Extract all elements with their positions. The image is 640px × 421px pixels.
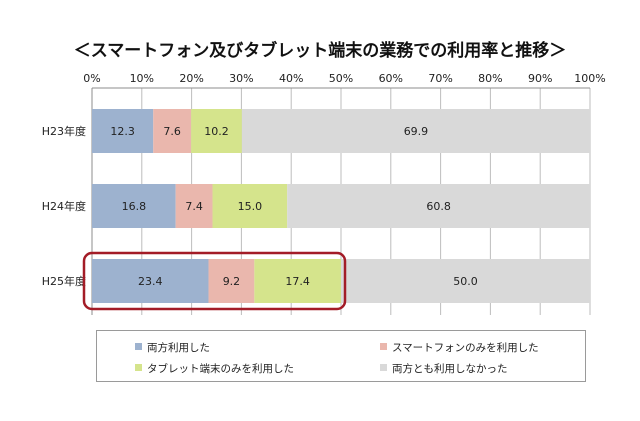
bar-segment <box>175 184 213 228</box>
x-tick-label: 90% <box>528 72 552 85</box>
data-label: 12.3 <box>110 125 135 138</box>
data-label: 60.8 <box>426 200 451 213</box>
legend-item: タブレット端末のみを利用した <box>135 361 294 376</box>
x-tick-label: 0% <box>83 72 100 85</box>
bar-segment <box>191 109 242 153</box>
data-label: 23.4 <box>138 275 163 288</box>
x-tick-label: 30% <box>229 72 253 85</box>
data-label: 16.8 <box>122 200 147 213</box>
legend-swatch <box>380 364 387 371</box>
category-label: H24年度 <box>42 199 86 213</box>
category-label: H25年度 <box>42 274 86 288</box>
data-label: 15.0 <box>238 200 263 213</box>
x-tick-label: 100% <box>574 72 605 85</box>
x-tick-label: 40% <box>279 72 303 85</box>
x-tick-label: 20% <box>179 72 203 85</box>
legend-item: 両方とも利用しなかった <box>380 361 508 376</box>
x-tick-label: 10% <box>130 72 154 85</box>
bar-segment <box>212 184 288 228</box>
data-label: 9.2 <box>223 275 241 288</box>
legend-swatch <box>135 343 142 350</box>
bar-segment <box>254 259 341 303</box>
chart-title: ＜スマートフォン及びタブレット端末の業務での利用率と推移＞ <box>73 41 567 61</box>
data-label: 50.0 <box>453 275 478 288</box>
x-tick-label: 80% <box>478 72 502 85</box>
legend-swatch <box>380 343 387 350</box>
bar-segment <box>287 184 590 228</box>
legend: 両方利用した スマートフォンのみを利用したタブレット端末のみを利用した 両方とも利用… <box>96 330 586 382</box>
bar-segment <box>92 259 209 303</box>
legend-label: スマートフォンのみを利用した <box>392 342 539 354</box>
x-tick-label: 60% <box>379 72 403 85</box>
data-label: 10.2 <box>204 125 229 138</box>
bar-segment <box>208 259 255 303</box>
legend-item: 両方利用した <box>135 340 210 355</box>
bar-segment <box>341 259 590 303</box>
legend-item: スマートフォンのみを利用した <box>380 340 539 355</box>
x-tick-label: 70% <box>428 72 452 85</box>
legend-label: 両方利用した <box>147 342 210 354</box>
category-label: H23年度 <box>42 124 86 138</box>
bar-segment <box>153 109 192 153</box>
bar-segment <box>92 109 154 153</box>
legend-label: 両方とも利用しなかった <box>392 363 508 375</box>
bar-segment <box>92 184 176 228</box>
data-label: 17.4 <box>285 275 310 288</box>
data-label: 69.9 <box>404 125 429 138</box>
legend-label: タブレット端末のみを利用した <box>147 363 294 375</box>
x-tick-label: 50% <box>329 72 353 85</box>
legend-swatch <box>135 364 142 371</box>
data-label: 7.4 <box>185 200 203 213</box>
highlight-frame <box>82 251 347 311</box>
bar-segment <box>241 109 590 153</box>
data-label: 7.6 <box>163 125 181 138</box>
